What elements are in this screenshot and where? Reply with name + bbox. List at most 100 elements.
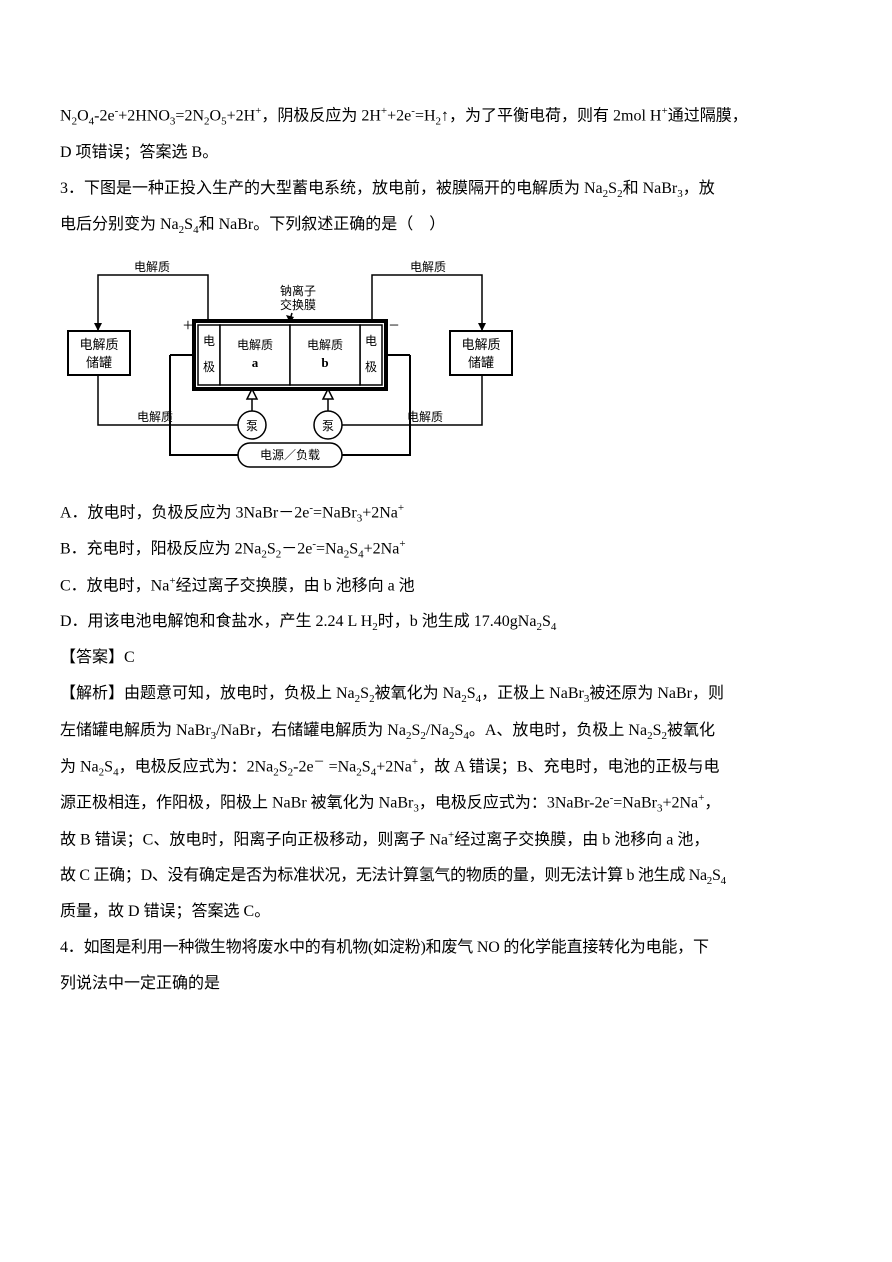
txt: ， [704,795,720,812]
txt: 被氧化为 Na [375,685,462,702]
txt: 时，b 池生成 17.40gNa [378,613,537,630]
txt: S [104,758,113,775]
explanation-line2: 左储罐电解质为 NaBr3/NaBr，右储罐电解质为 Na2S2/Na2S4。A… [60,715,832,747]
txt: 为 Na [60,758,99,775]
txt: ，放 [683,180,715,197]
txt: 和 NaBr。下列叙述正确的是（ ） [199,216,446,233]
svg-text:电解质: 电解质 [307,338,343,352]
txt: 左储罐电解质为 NaBr [60,722,211,739]
explanation-line1: 【解析】由题意可知，放电时，负极上 Na2S2被氧化为 Na2S4，正极上 Na… [60,678,832,710]
answer: 【答案】C [60,642,832,674]
explanation-line5: 故 B 错误；C、放电时，阳离子向正极移动，则离子 Na+经过离子交换膜，由 b… [60,824,832,856]
txt: +2Na [362,504,398,521]
txt: S [467,685,476,702]
txt: 3．下图是一种正投入生产的大型蓄电系统，放电前，被膜隔开的电解质为 Na [60,180,603,197]
explanation-line4: 源正极相连，作阳极，阳极上 NaBr 被氧化为 NaBr3，电极反应式为：3Na… [60,787,832,820]
right-tank-l1: 电解质 [461,337,500,352]
q3-stem-line2: 电后分别变为 Na2S4和 NaBr。下列叙述正确的是（ ） [60,209,832,241]
txt: ，正极上 NaBr [481,685,584,702]
txt: O [210,107,222,124]
lbl-top-right: 电解质 [410,260,446,274]
explanation-line3: 为 Na2S4，电极反应式为：2Na2S2-2e－ =Na2S4+2Na+，故 … [60,751,832,784]
txt: =2N [175,107,204,124]
txt: 列说法中一定正确的是 [60,975,220,992]
txt: 电后分别变为 Na [60,216,179,233]
left-tank-l2: 储罐 [86,355,112,370]
plus-icon: + [183,315,193,335]
txt: S [542,613,551,630]
svg-text:电解质: 电解质 [237,338,273,352]
txt: =Na [316,541,344,558]
txt: S [360,685,369,702]
sub: 4 [551,621,557,633]
txt: S [267,541,276,558]
svg-text:极: 极 [203,360,215,374]
power-load: 电源／负载 [260,448,320,462]
sup: + [399,538,405,550]
txt: N [60,107,72,124]
option-d: D．用该电池电解饱和食盐水，产生 2.24 L H2时，b 池生成 17.40g… [60,606,832,638]
txt: ，阴极反应为 2H [261,107,381,124]
txt: 故 B 错误；C、放电时，阳离子向正极移动，则离子 Na [60,831,448,848]
txt: S [411,722,420,739]
q4-stem-line2: 列说法中一定正确的是 [60,968,832,1000]
txt: A．放电时，负极反应为 3NaBr－2e [60,504,309,521]
txt: +2Na [376,758,412,775]
txt: D．用该电池电解饱和食盐水，产生 2.24 L H [60,613,372,630]
left-tank-l1: 电解质 [79,337,118,352]
explanation-line6: 故 C 正确；D、没有确定是否为标准状况，无法计算氢气的物质的量，则无法计算 b… [60,860,832,892]
svg-text:a: a [252,355,259,370]
svg-text:b: b [321,355,328,370]
txt: 通过隔膜， [668,107,748,124]
txt: S [184,216,193,233]
sub: 4 [721,875,726,887]
txt: -2e [94,107,114,124]
txt: ，故 A 错误；B、充电时，电池的正极与电 [418,758,719,775]
txt: ↑，为了平衡电荷，则有 2mol H [441,107,661,124]
lbl-top-left: 电解质 [134,260,170,274]
txt: +2H [227,107,256,124]
txt: 【解析】由题意可知，放电时，负极上 Na [60,685,355,702]
txt: 被还原为 NaBr，则 [589,685,724,702]
txt: D 项错误；答案选 B。 [60,144,218,161]
txt: 经过离子交换膜，由 b 池移向 a 池， [454,831,709,848]
txt: －2e [281,541,312,558]
txt: /Na [426,722,449,739]
prev-explanation-line2: D 项错误；答案选 B。 [60,137,832,169]
txt: 4．如图是利用一种微生物将废水中的有机物(如淀粉)和废气 NO 的化学能直接转化… [60,939,709,956]
txt: +2e [387,107,411,124]
pump-right: 泵 [322,419,334,433]
txt: ，电极反应式为：2Na [119,758,274,775]
q3-stem-line1: 3．下图是一种正投入生产的大型蓄电系统，放电前，被膜隔开的电解质为 Na2S2和… [60,173,832,205]
txt: =NaBr [613,795,657,812]
txt: =NaBr [313,504,357,521]
txt: +2Na [364,541,400,558]
right-tank-l2: 储罐 [468,355,494,370]
txt: +2Na [662,795,698,812]
pump-left: 泵 [246,419,258,433]
prev-explanation-line1: N2O4-2e-+2HNO3=2N2O5+2H+，阴极反应为 2H++2e-=H… [60,100,832,133]
battery-system-diagram: 电解质 储罐 电解质 储罐 电 极 电 极 电解质 a 电解质 b 钠离子 交换… [60,253,832,483]
sup: － [314,756,325,768]
txt: S [362,758,371,775]
txt: 经过离子交换膜，由 b 池移向 a 池 [176,577,415,594]
membrane-l2: 交换膜 [280,297,316,312]
sup: + [398,502,404,514]
txt: 和 NaBr [623,180,678,197]
txt: 质量，故 D 错误；答案选 C。 [60,903,270,920]
lbl-bot-left: 电解质 [137,410,173,424]
txt: 【答案】C [60,649,135,666]
txt: C．放电时，Na [60,577,169,594]
lbl-bot-right: 电解质 [407,410,443,424]
txt: -2e [293,758,313,775]
option-c: C．放电时，Na+经过离子交换膜，由 b 池移向 a 池 [60,570,832,602]
txt: S [608,180,617,197]
option-b: B．充电时，阳极反应为 2Na2S2－2e-=Na2S4+2Na+ [60,533,832,566]
txt: 源正极相连，作阳极，阳极上 NaBr 被氧化为 NaBr [60,795,413,812]
txt: 。A、放电时，负极上 Na [469,722,647,739]
svg-text:电: 电 [365,334,377,348]
txt: 被氧化 [667,722,715,739]
explanation-line7: 质量，故 D 错误；答案选 C。 [60,896,832,928]
option-a: A．放电时，负极反应为 3NaBr－2e-=NaBr3+2Na+ [60,497,832,530]
txt: =Na [325,758,357,775]
